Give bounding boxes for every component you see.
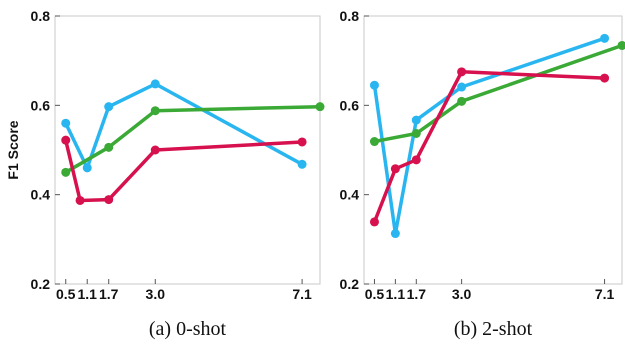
- y-tick-label: 0.8: [340, 8, 360, 24]
- data-point: [457, 82, 467, 92]
- x-tick-label: 3.0: [146, 286, 166, 302]
- chart-panel-1: 0.2 0.4 0.6 0.8 0.5 1.1 1.7 3.0 7.1 F1 Score (a) 0…: [5, 8, 325, 340]
- x-tick-label: 7.1: [292, 286, 312, 302]
- y-tick-label: 0.6: [340, 97, 360, 113]
- data-point: [297, 159, 307, 169]
- y-tick-label: 0.2: [340, 276, 360, 292]
- x-tick-label: 1.7: [407, 286, 427, 302]
- data-point: [61, 118, 71, 128]
- data-point: [411, 155, 421, 165]
- series-line-3: [63, 139, 303, 203]
- x-tick-label: 1.7: [99, 286, 119, 302]
- data-point: [104, 102, 114, 112]
- data-point: [600, 33, 610, 43]
- data-point: [104, 195, 114, 205]
- data-point: [369, 217, 379, 227]
- data-point: [315, 102, 325, 112]
- data-point: [297, 137, 307, 147]
- data-point: [390, 229, 400, 239]
- y-tick-label: 0.4: [340, 187, 360, 203]
- y-tick-label: 0.8: [31, 8, 51, 24]
- panel-caption: (b) 2-shot: [454, 318, 533, 340]
- data-point: [61, 135, 71, 145]
- x-tick-label: 1.1: [386, 286, 406, 302]
- x-tick-label: 7.1: [595, 286, 615, 302]
- chart-panel-2: 0.2 0.4 0.6 0.8 0.5 1.1 1.7 3.0 7.1 (b) 2-shot: [340, 8, 625, 340]
- data-point: [104, 142, 114, 152]
- series-line-3: [372, 70, 605, 223]
- panel-caption: (a) 0-shot: [149, 318, 227, 340]
- series-line-2: [64, 104, 321, 174]
- data-point: [150, 79, 160, 89]
- series-line-1: [64, 82, 303, 170]
- data-point: [369, 80, 379, 90]
- plot-frame: [363, 15, 623, 285]
- plot-frame: [54, 15, 321, 285]
- y-axis-label: F1 Score: [5, 120, 21, 179]
- y-tick-label: 0.4: [31, 187, 51, 203]
- data-point: [457, 96, 467, 106]
- x-tick-label: 1.1: [77, 286, 97, 302]
- data-point: [82, 163, 92, 173]
- y-tick-label: 0.2: [31, 276, 51, 292]
- data-point: [150, 145, 160, 155]
- data-point: [411, 115, 421, 125]
- data-point: [75, 195, 85, 205]
- data-point: [411, 128, 421, 138]
- data-point: [617, 40, 625, 50]
- data-point: [150, 106, 160, 116]
- data-point: [600, 73, 610, 83]
- data-point: [390, 164, 400, 174]
- data-point: [369, 137, 379, 147]
- series-line-2: [374, 43, 623, 144]
- y-tick-label: 0.6: [31, 97, 51, 113]
- data-point: [61, 167, 71, 177]
- x-tick-label: 3.0: [452, 286, 472, 302]
- data-point: [457, 67, 467, 77]
- x-tick-label: 0.5: [365, 286, 385, 302]
- x-tick-label: 0.5: [56, 286, 76, 302]
